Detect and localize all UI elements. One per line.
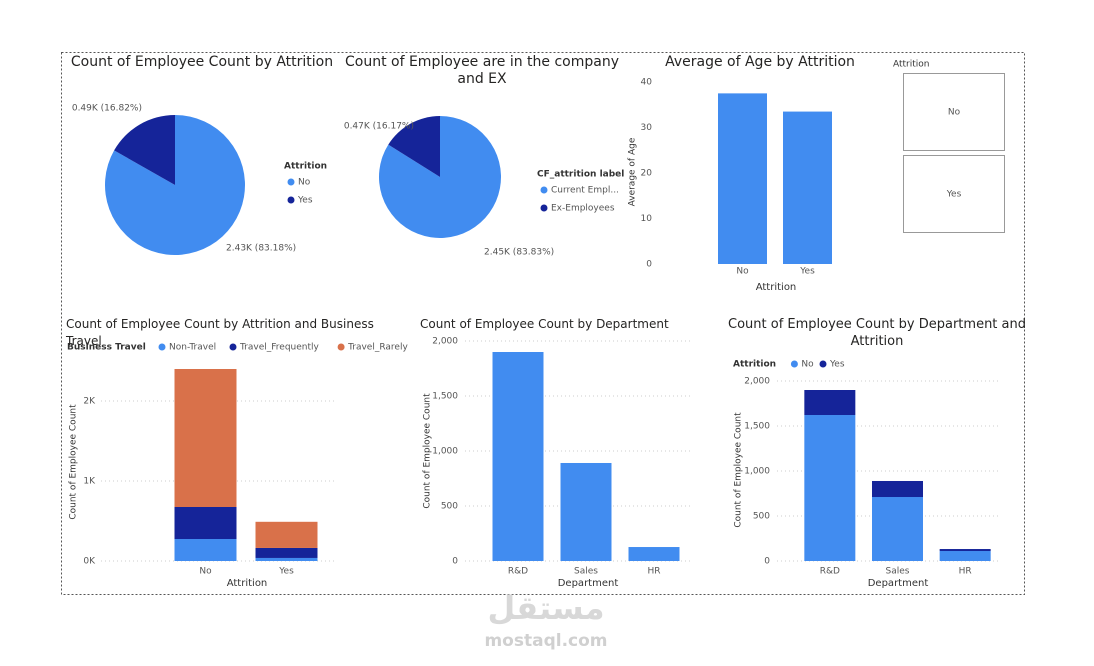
bar-segment [174, 369, 237, 507]
y-tick-label: 0K [83, 557, 96, 567]
legend-marker [819, 360, 827, 368]
legend-marker [540, 186, 548, 194]
x-axis-label: Department [558, 578, 619, 589]
legend-label: No [298, 178, 311, 188]
bar-segment [174, 539, 237, 561]
y-tick-label: 500 [441, 502, 458, 512]
x-tick-label: HR [647, 567, 660, 577]
y-axis-label: Count of Employee Count [69, 404, 79, 520]
bar-segment [804, 415, 856, 561]
frame [61, 52, 1025, 595]
legend-label: Yes [297, 196, 313, 206]
y-tick-label: 1,500 [744, 422, 770, 432]
bar-segment [872, 497, 923, 561]
legend-label: No [801, 360, 814, 370]
x-tick-label: Sales [574, 567, 598, 577]
y-tick-label: 0 [452, 557, 458, 567]
x-tick-label: No [199, 567, 212, 577]
slicer-item[interactable] [903, 155, 1005, 233]
bar-segment [939, 551, 991, 561]
y-tick-label: 2,000 [432, 337, 458, 347]
y-axis-label: Count of Employee Count [734, 412, 744, 528]
bar [492, 352, 544, 561]
legend-title: CF_attrition label [537, 170, 624, 180]
legend-marker [287, 196, 295, 204]
data-label: 0.47K (16.17%) [344, 122, 414, 132]
chart-title: Count of Employee Count by Department [420, 317, 669, 331]
bar [718, 93, 767, 264]
legend-marker [229, 343, 237, 351]
y-axis-label: Count of Employee Count [423, 393, 433, 509]
chart-title: Count of Employee Count by Department an… [728, 317, 1026, 349]
x-tick-label: Yes [799, 267, 815, 277]
bar-segment [804, 390, 856, 416]
pie-slice [388, 116, 440, 177]
chart-title: Average of Age by Attrition [665, 54, 855, 70]
watermark-arabic: مستقل [487, 589, 604, 627]
bar-segment [872, 480, 923, 498]
x-tick-label: R&D [820, 567, 840, 577]
legend-label: Yes [829, 360, 845, 370]
y-tick-label: 20 [641, 169, 653, 179]
y-tick-label: 1,000 [744, 467, 770, 477]
data-label: 2.45K (83.83%) [484, 248, 554, 258]
chart-title: Count of Employee are in the company and… [344, 54, 619, 87]
y-tick-label: 2K [83, 397, 96, 407]
watermark-latin: mostaql.com [484, 631, 607, 651]
data-label: 0.49K (16.82%) [72, 104, 142, 114]
bar-segment [174, 507, 237, 539]
y-tick-label: 0 [764, 557, 770, 567]
y-tick-label: 2,000 [744, 377, 770, 387]
slicer-item-label[interactable]: No [948, 108, 961, 118]
x-axis-label: Department [868, 578, 929, 589]
legend-marker [158, 343, 166, 351]
slicer-item[interactable] [903, 73, 1005, 151]
x-tick-label: Yes [278, 567, 294, 577]
y-tick-label: 500 [753, 512, 770, 522]
bar-segment [255, 547, 318, 558]
x-tick-label: No [736, 267, 749, 277]
legend-marker [287, 178, 295, 186]
y-tick-label: 0 [646, 260, 652, 270]
pie-slice [114, 115, 175, 185]
legend-label: Current Empl... [551, 186, 619, 196]
bar-segment [255, 521, 318, 548]
bar-segment [255, 557, 318, 561]
y-tick-label: 10 [641, 214, 653, 224]
x-tick-label: HR [959, 567, 972, 577]
legend-title: Attrition [733, 360, 776, 370]
x-tick-label: Sales [886, 567, 910, 577]
legend-title: Business Travel [67, 343, 146, 353]
y-tick-label: 1,000 [432, 447, 458, 457]
slicer-item-label[interactable]: Yes [946, 190, 962, 200]
y-tick-label: 1,500 [432, 392, 458, 402]
y-tick-label: 1K [83, 477, 96, 487]
x-axis-label: Attrition [756, 282, 797, 293]
slicer-title: Attrition [893, 60, 930, 70]
bar [560, 462, 612, 561]
y-tick-label: 30 [641, 123, 653, 133]
bar [628, 547, 680, 561]
y-tick-label: 40 [641, 78, 653, 88]
legend-label: Ex-Employees [551, 204, 615, 214]
x-tick-label: R&D [508, 567, 528, 577]
legend-label: Travel_Rarely [347, 343, 408, 353]
legend-marker [337, 343, 345, 351]
chart-title: Count of Employee Count by Attrition [70, 54, 334, 70]
legend-label: Non-Travel [169, 343, 216, 353]
legend-title: Attrition [284, 162, 327, 172]
legend-label: Travel_Frequently [239, 343, 320, 353]
y-axis-label: Average of Age [628, 137, 638, 206]
legend-marker [540, 204, 548, 212]
data-label: 2.43K (83.18%) [226, 244, 296, 254]
x-axis-label: Attrition [227, 578, 268, 589]
legend-marker [790, 360, 798, 368]
bar-segment [939, 549, 991, 552]
chart-title: Count of Employee Count by Attrition and… [66, 317, 374, 348]
bar [783, 111, 832, 264]
